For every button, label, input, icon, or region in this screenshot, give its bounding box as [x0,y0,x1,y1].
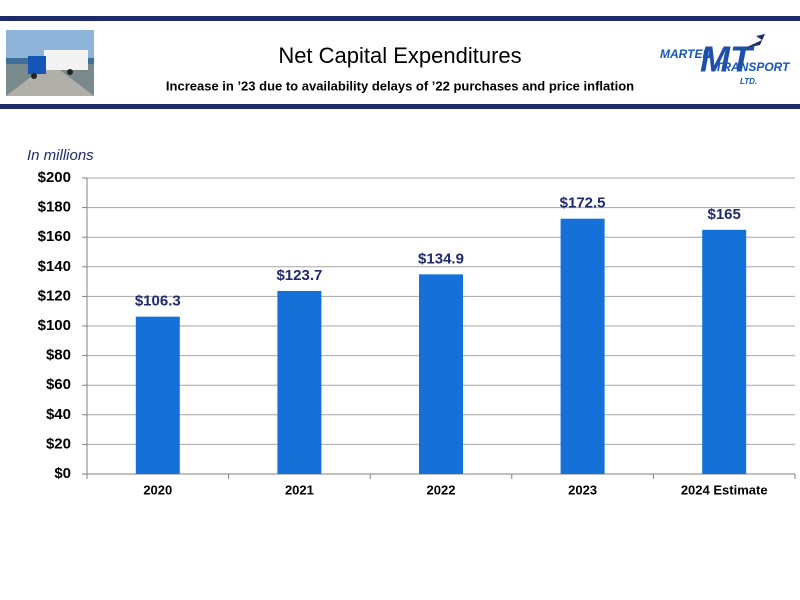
x-tick-label: 2021 [285,482,314,497]
value-label: $123.7 [276,267,322,284]
header-bar-top [0,16,800,21]
y-tick-label: $120 [38,287,71,304]
y-tick-label: $140 [38,258,71,275]
bar [702,229,747,474]
bar [419,274,463,474]
y-tick-label: $0 [54,465,71,482]
header-bar-bottom [0,104,800,109]
chart-title: Net Capital Expenditures [278,43,521,68]
bar [135,316,180,474]
logo: MARTEN MT TRANSPORT LTD. [660,34,791,86]
y-axis-label: In millions [27,147,94,164]
y-tick-label: $180 [38,199,71,216]
chart-subtitle: Increase in ’23 due to availability dela… [166,78,634,93]
x-tick-label: 2024 Estimate [681,482,768,497]
value-label: $134.9 [418,250,464,267]
y-tick-label: $200 [38,169,71,186]
bar [560,218,605,474]
logo-word: TRANSPORT [715,60,791,74]
truck-photo [6,30,94,96]
value-label: $106.3 [135,293,181,310]
y-tick-label: $80 [46,347,71,364]
x-tick-label: 2023 [568,482,597,497]
y-tick-label: $100 [38,317,71,334]
x-tick-label: 2022 [427,482,456,497]
logo-name: MARTEN [660,47,711,61]
bar [277,290,322,474]
logo-initials: MT [700,39,755,80]
y-tick-label: $20 [46,435,71,452]
x-tick-label: 2020 [143,482,172,497]
logo-suffix: LTD. [740,77,757,86]
value-label: $165 [708,206,741,223]
value-label: $172.5 [560,195,606,212]
y-tick-label: $40 [46,406,71,423]
y-tick-label: $60 [46,376,71,393]
y-tick-label: $160 [38,228,71,245]
